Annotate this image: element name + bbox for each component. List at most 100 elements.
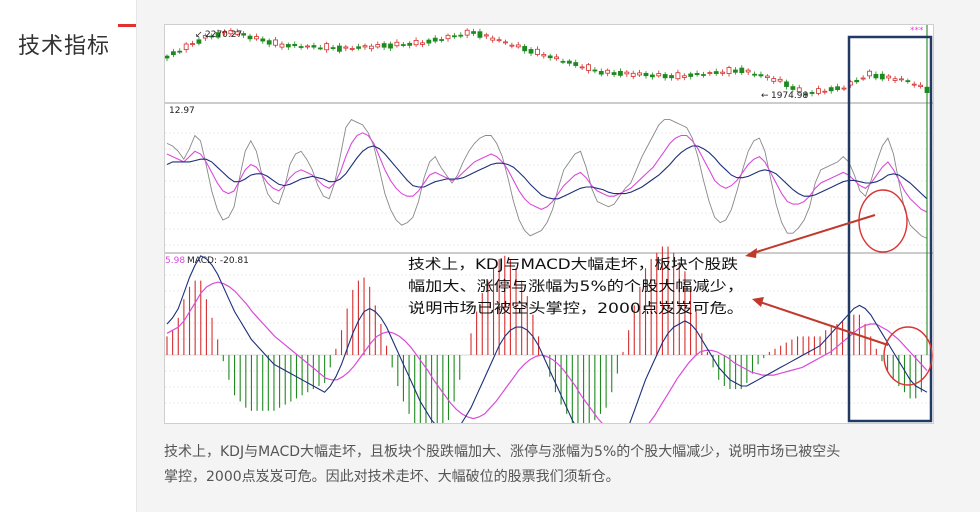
candle-body [273, 39, 278, 46]
top-right-marker: *** [910, 26, 924, 36]
candle-body [694, 73, 700, 76]
candle-body [222, 31, 227, 34]
candle-body [816, 88, 821, 94]
candle-body [649, 74, 655, 78]
candle-body [247, 35, 253, 40]
kdj-d-line [166, 145, 928, 200]
candle-body [854, 79, 860, 83]
candle-body [720, 71, 726, 74]
candle-body [873, 73, 879, 79]
annotation-arrow-2 [756, 300, 889, 346]
annotation-line-1: 技术上，KDJ与MACD大幅走坏，板块个股跌 [408, 257, 738, 273]
candle-body [528, 49, 534, 54]
stock-chart-svg: 2270.27 ↙ 1974.98 ← *** 12.97 5.98 MACD:… [164, 25, 933, 458]
candle-body [330, 47, 336, 49]
candle-body [266, 40, 272, 45]
candle-body [771, 78, 777, 82]
candle-body [586, 64, 591, 71]
candle-body [790, 86, 796, 90]
candle-body [202, 35, 208, 39]
kdj-k-line [166, 132, 928, 213]
candle-body [483, 34, 489, 37]
candle-body [496, 39, 502, 42]
candle-body [637, 72, 643, 76]
candle-body [733, 69, 738, 73]
candle-body [241, 33, 247, 36]
candle-body [547, 55, 553, 59]
candle-body [170, 51, 176, 56]
candle-body [324, 43, 330, 51]
candle-body [279, 43, 285, 48]
candle-body [598, 70, 604, 75]
candle-body [688, 73, 694, 77]
candle-body [656, 73, 662, 77]
candle-body [285, 44, 291, 48]
candle-body [675, 72, 681, 80]
macd-highlight-circle [883, 326, 933, 386]
candle-body [292, 43, 298, 47]
candle-body [669, 75, 674, 79]
candle-body [298, 46, 304, 48]
candle-body [681, 75, 687, 78]
macd-dif-line [166, 255, 928, 458]
candle-body [566, 60, 572, 64]
macd-title: MACD: -20.81 [187, 256, 249, 266]
annotation-line-2: 幅加大、涨停与涨幅为5%的个股大幅减少， [408, 278, 744, 295]
candle-body [701, 74, 706, 76]
title-accent-mark [118, 24, 136, 27]
candle-body [879, 73, 885, 80]
candle-body [254, 36, 259, 40]
candle-body [784, 81, 789, 87]
candle-body [835, 86, 840, 90]
candle-body [752, 73, 757, 76]
candle-body [918, 84, 924, 87]
candle-body [726, 67, 732, 74]
price-high-label: 2270.27 [205, 30, 242, 40]
candlestick-series [164, 28, 930, 98]
candle-body [796, 87, 802, 93]
candle-body [509, 44, 515, 47]
price-low-label: 1974.98 [771, 91, 808, 101]
candle-body [317, 47, 323, 50]
candle-body [841, 87, 847, 90]
candle-body [522, 46, 528, 52]
candle-body [477, 31, 483, 38]
candle-body [368, 45, 374, 50]
candle-body [618, 70, 623, 76]
candle-body [554, 56, 559, 60]
annotation-arrowhead-1 [745, 248, 757, 258]
candle-body [630, 72, 636, 77]
candle-body [471, 31, 476, 34]
candle-body [541, 54, 547, 57]
macd-value-label: 5.98 [165, 256, 185, 266]
price-low-arrow: ← [761, 91, 769, 101]
candle-body [573, 62, 579, 66]
candle-body [809, 92, 815, 94]
candle-body [713, 71, 719, 74]
price-high-arrow: ↙ [195, 30, 203, 40]
candle-body [432, 37, 438, 42]
candle-body [803, 93, 809, 96]
candle-body [400, 44, 406, 46]
candle-body [209, 35, 215, 38]
kdj-value-label: 12.97 [169, 106, 195, 116]
candle-body [899, 78, 904, 81]
candle-body [164, 55, 170, 59]
candle-body [311, 45, 317, 48]
candle-body [777, 78, 783, 82]
candle-body [413, 39, 419, 46]
candle-body [183, 43, 189, 51]
candle-body [177, 50, 183, 53]
candle-body [905, 80, 911, 83]
section-title: 技术指标 [18, 34, 111, 59]
annotation-line-3: 说明市场已被空头掌控，2000点岌岌可危。 [408, 300, 744, 317]
candle-body [822, 90, 828, 93]
candle-body [381, 43, 387, 48]
candle-body [560, 60, 566, 63]
candle-body [362, 45, 368, 48]
candle-body [375, 44, 381, 48]
candle-body [305, 45, 310, 48]
candle-body [349, 48, 355, 50]
candle-body [190, 43, 195, 45]
candle-body [662, 74, 668, 79]
